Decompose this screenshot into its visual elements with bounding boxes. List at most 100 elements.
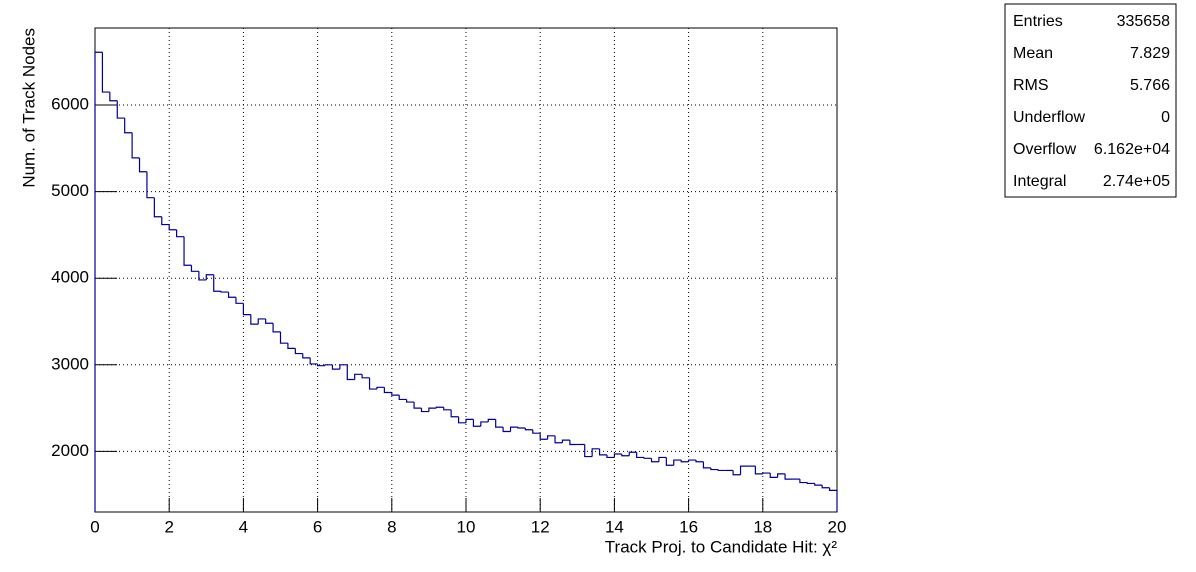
x-tick-label: 10 bbox=[457, 517, 476, 536]
histogram-bin bbox=[213, 274, 222, 292]
histogram-bin bbox=[435, 406, 444, 409]
histogram-bin bbox=[250, 314, 259, 325]
histogram-bin bbox=[628, 451, 637, 456]
histogram-bin bbox=[361, 374, 370, 379]
histogram-bin bbox=[569, 440, 578, 446]
x-tick-label: 0 bbox=[90, 517, 99, 536]
histogram-bin bbox=[279, 331, 288, 344]
histogram-bin bbox=[227, 292, 236, 298]
histogram-bin bbox=[688, 459, 697, 462]
histogram-bin bbox=[769, 473, 778, 478]
histogram-bin bbox=[183, 236, 192, 266]
histogram-bin bbox=[450, 409, 459, 418]
histogram-bin bbox=[799, 479, 808, 484]
histogram-bin bbox=[287, 343, 296, 349]
x-tick-label: 20 bbox=[828, 517, 847, 536]
x-tick-label: 6 bbox=[313, 517, 322, 536]
histogram-bin bbox=[205, 274, 214, 280]
histogram-bin bbox=[116, 100, 125, 119]
histogram-bin bbox=[561, 439, 570, 443]
histogram-bin bbox=[673, 459, 682, 466]
y-tick-label: 6000 bbox=[51, 95, 89, 114]
histogram-bin bbox=[413, 402, 422, 409]
histogram-bin bbox=[302, 353, 311, 359]
histogram-bin bbox=[198, 271, 207, 281]
stat-label: Integral bbox=[1013, 173, 1066, 190]
histogram-bin bbox=[680, 460, 689, 463]
histogram-bin bbox=[547, 435, 556, 440]
histogram-bin bbox=[495, 419, 504, 428]
histogram-bin bbox=[168, 224, 177, 231]
y-axis-label: Num. of Track Nodes bbox=[19, 28, 38, 188]
histogram-bin bbox=[814, 483, 823, 486]
histogram-bin bbox=[265, 318, 274, 324]
histogram-bin bbox=[806, 482, 815, 485]
histogram-bin bbox=[591, 448, 600, 457]
histogram-bin bbox=[161, 216, 170, 226]
x-tick-label: 12 bbox=[531, 517, 550, 536]
stat-value: 335658 bbox=[1117, 13, 1170, 30]
stats-box bbox=[1004, 3, 1177, 198]
stat-value: 6.162e+04 bbox=[1094, 141, 1170, 158]
x-tick-label: 16 bbox=[679, 517, 698, 536]
stat-value: 2.74e+05 bbox=[1103, 173, 1170, 190]
histogram-bin bbox=[101, 52, 110, 93]
histogram-bin bbox=[131, 132, 140, 159]
histogram-bin bbox=[242, 303, 251, 316]
histogram-bin bbox=[606, 454, 615, 459]
x-tick-label: 18 bbox=[753, 517, 772, 536]
y-tick-label: 5000 bbox=[51, 181, 89, 200]
x-tick-label: 2 bbox=[164, 517, 173, 536]
histogram-bin bbox=[398, 395, 407, 401]
histogram-bin bbox=[376, 386, 385, 390]
histogram-bin bbox=[702, 461, 711, 469]
histogram-bin bbox=[598, 448, 607, 456]
histogram-bin bbox=[762, 472, 771, 474]
histogram-bin bbox=[272, 323, 281, 333]
histogram-bin bbox=[190, 265, 199, 272]
histogram-bin bbox=[257, 318, 266, 325]
histogram-bin bbox=[153, 197, 162, 218]
histogram-bin bbox=[420, 408, 429, 413]
histogram-bin bbox=[717, 469, 726, 472]
histogram-bin bbox=[309, 357, 318, 365]
histogram-bin bbox=[383, 387, 392, 394]
histogram-bin bbox=[554, 435, 563, 444]
histogram-bin bbox=[710, 467, 719, 471]
histogram-bin bbox=[331, 364, 340, 370]
histogram-bin bbox=[754, 466, 763, 475]
histogram-bin bbox=[457, 416, 466, 424]
histogram-bin bbox=[94, 51, 103, 512]
histogram-bin bbox=[294, 348, 303, 355]
histogram-bin bbox=[354, 373, 363, 380]
histogram-bin bbox=[220, 291, 229, 293]
histogram-bin bbox=[368, 377, 377, 390]
histogram-bin bbox=[828, 487, 838, 512]
y-tick-label: 4000 bbox=[51, 268, 89, 287]
stat-label: RMS bbox=[1013, 77, 1049, 94]
stat-value: 0 bbox=[1161, 109, 1170, 126]
histogram-bin bbox=[613, 453, 622, 458]
stat-label: Overflow bbox=[1013, 141, 1077, 158]
histogram-bin bbox=[317, 363, 326, 367]
y-tick-label: 3000 bbox=[51, 354, 89, 373]
histogram-bin bbox=[650, 458, 659, 463]
histogram-bin bbox=[517, 427, 526, 429]
histogram-bin bbox=[406, 399, 415, 403]
histogram-bin bbox=[339, 364, 348, 370]
histogram-bin bbox=[509, 426, 518, 432]
histogram-bin bbox=[665, 457, 674, 466]
histogram-bin bbox=[532, 429, 541, 434]
histogram-bin bbox=[487, 418, 496, 422]
histogram-bin bbox=[502, 427, 511, 433]
histogram-bin bbox=[621, 453, 630, 457]
histogram-bin bbox=[146, 171, 155, 199]
histogram-bin bbox=[346, 364, 355, 381]
histogram-bin bbox=[138, 157, 147, 173]
stat-label: Entries bbox=[1013, 13, 1063, 30]
histogram-bin bbox=[324, 364, 333, 366]
stat-label: Mean bbox=[1013, 45, 1053, 62]
x-tick-label: 4 bbox=[239, 517, 248, 536]
histogram-bin bbox=[784, 473, 793, 480]
